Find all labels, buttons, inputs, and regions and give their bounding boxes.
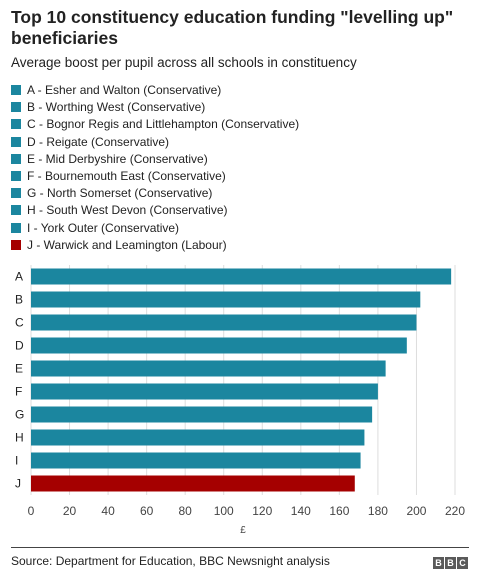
bar <box>31 291 421 308</box>
y-category-label: F <box>15 385 22 399</box>
legend-label: G - North Somerset (Conservative) <box>27 186 213 201</box>
footer-divider <box>11 547 469 548</box>
legend-label: C - Bognor Regis and Littlehampton (Cons… <box>27 117 300 132</box>
bar-chart: 0 20 40 60 80 100 120 140 160 180 200 220 ABCDEFGHIJ… <box>15 265 465 536</box>
y-category-label: C <box>15 316 24 330</box>
x-tick-label: 0 <box>28 504 35 518</box>
x-tick-label: 120 <box>252 504 272 518</box>
x-tick-label: 220 <box>445 504 465 518</box>
legend-swatch <box>11 188 21 199</box>
y-category-label: B <box>15 293 23 307</box>
x-tick-label: 100 <box>214 504 234 518</box>
bar <box>31 452 361 469</box>
legend-swatch <box>11 153 21 164</box>
legend-label: F - Bournemouth East (Conservative) <box>27 168 226 183</box>
x-axis-title: £ <box>240 525 246 536</box>
x-tick-label: 60 <box>140 504 154 518</box>
bar <box>31 268 452 285</box>
legend-label: H - South West Devon (Conservative) <box>27 203 228 218</box>
legend-swatch <box>11 170 21 181</box>
x-tick-label: 40 <box>101 504 115 518</box>
x-tick-label: 160 <box>329 504 349 518</box>
y-category-label: I <box>15 454 18 468</box>
bar <box>31 383 378 400</box>
legend-label: A - Esher and Walton (Conservative) <box>27 83 222 97</box>
bbc-logo-block: B <box>445 557 456 569</box>
legend-swatch <box>11 102 21 113</box>
bar <box>31 429 365 446</box>
legend-swatch <box>11 205 21 216</box>
bbc-logo-block: C <box>457 557 468 569</box>
legend-label: J - Warwick and Leamington (Labour) <box>27 237 227 252</box>
bar <box>31 406 373 423</box>
source-note: Source: Department for Education, BBC Ne… <box>11 554 330 568</box>
legend-label: D - Reigate (Conservative) <box>27 134 170 149</box>
bar <box>31 337 407 354</box>
bar <box>31 360 386 377</box>
y-category-label: D <box>15 339 24 353</box>
x-tick-label: 80 <box>179 504 193 518</box>
chart-subtitle: Average boost per pupil across all schoo… <box>11 55 357 70</box>
y-category-label: J <box>15 477 21 491</box>
y-category-label: G <box>15 408 24 422</box>
chart-title: Top 10 constituency education funding "l… <box>11 7 454 48</box>
y-category-label: H <box>15 431 24 445</box>
x-tick-label: 20 <box>63 504 77 518</box>
legend-label: I - York Outer (Conservative) <box>27 220 180 235</box>
bar <box>31 475 355 492</box>
legend-label: E - Mid Derbyshire (Conservative) <box>27 151 208 166</box>
x-tick-label: 140 <box>291 504 311 518</box>
x-tick-label: 180 <box>368 504 388 518</box>
bbc-logo-block: B <box>433 557 444 569</box>
bar <box>31 314 417 331</box>
legend-swatch <box>11 85 21 95</box>
legend-swatch <box>11 239 21 250</box>
y-category-label: A <box>15 270 23 284</box>
x-tick-label: 200 <box>406 504 426 518</box>
legend-swatch <box>11 136 21 147</box>
legend-swatch <box>11 119 21 130</box>
y-category-label: E <box>15 362 23 376</box>
legend-swatch <box>11 222 21 233</box>
legend-label: B - Worthing West (Conservative) <box>27 100 206 115</box>
